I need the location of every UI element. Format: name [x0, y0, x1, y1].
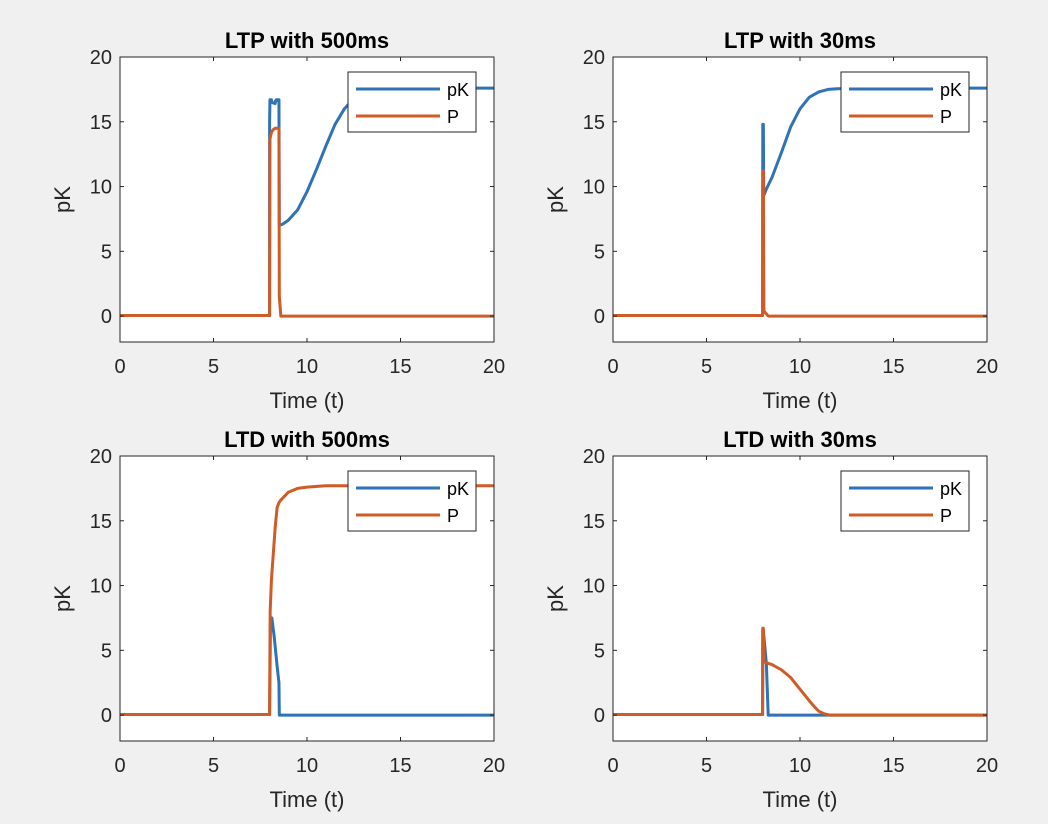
series-line-P: [120, 126, 494, 318]
x-axis-label: Time (t): [270, 388, 345, 413]
legend-label-pK: pK: [447, 479, 469, 499]
y-tick-label: 5: [101, 640, 112, 662]
chart-title: LTP with 30ms: [724, 28, 876, 53]
legend-label-P: P: [447, 107, 459, 127]
y-tick-label: 20: [583, 446, 605, 468]
series-line-P: [613, 626, 987, 717]
x-tick-label: 15: [389, 755, 411, 777]
x-tick-label: 10: [296, 356, 318, 378]
y-axis-label: pK: [50, 585, 75, 612]
y-tick-label: 20: [583, 47, 605, 69]
legend-box: [840, 470, 970, 532]
y-tick-label: 10: [583, 576, 605, 598]
legend-box: [840, 71, 970, 133]
chart-title: LTP with 500ms: [225, 28, 389, 53]
y-tick-label: 20: [90, 446, 112, 468]
legend: pK P: [840, 71, 970, 133]
x-tick-label: 5: [701, 755, 712, 777]
legend-label-P: P: [447, 506, 459, 526]
x-tick-label: 5: [208, 755, 219, 777]
subplot-3: 0 5 10 15 20 0 5 10 15 20 LTD with 500ms Time (t) pK…: [50, 427, 505, 812]
x-tick-label: 10: [296, 755, 318, 777]
x-tick-label: 15: [882, 755, 904, 777]
x-axis-label: Time (t): [763, 787, 838, 812]
legend-label-pK: pK: [940, 479, 962, 499]
subplot-1: 0 5 10 15 20 0 5 10 15 20 LTP with 500ms Time (t) pK…: [50, 28, 505, 413]
y-tick-label: 15: [583, 511, 605, 533]
series-line-P: [613, 169, 987, 318]
x-tick-label: 20: [483, 755, 505, 777]
x-tick-label: 5: [701, 356, 712, 378]
y-tick-label: 0: [101, 306, 112, 328]
legend: pK P: [840, 470, 970, 532]
y-tick-label: 0: [101, 705, 112, 727]
legend-label-pK: pK: [447, 80, 469, 100]
y-axis-label: pK: [50, 186, 75, 213]
x-tick-label: 15: [389, 356, 411, 378]
y-tick-label: 0: [594, 306, 605, 328]
x-tick-label: 0: [114, 356, 125, 378]
y-tick-label: 10: [90, 177, 112, 199]
y-tick-label: 10: [90, 576, 112, 598]
x-tick-label: 0: [607, 755, 618, 777]
y-tick-label: 10: [583, 177, 605, 199]
x-tick-label: 0: [607, 356, 618, 378]
y-tick-label: 0: [594, 705, 605, 727]
y-tick-label: 20: [90, 47, 112, 69]
x-axis-label: Time (t): [270, 787, 345, 812]
x-tick-label: 5: [208, 356, 219, 378]
legend: pK P: [347, 71, 477, 133]
y-tick-label: 15: [90, 112, 112, 134]
y-axis-label: pK: [543, 186, 568, 213]
y-tick-label: 5: [594, 640, 605, 662]
x-tick-label: 20: [483, 356, 505, 378]
chart-title: LTD with 30ms: [723, 427, 877, 452]
y-axis-label: pK: [543, 585, 568, 612]
legend-label-pK: pK: [940, 80, 962, 100]
chart-title: LTD with 500ms: [224, 427, 390, 452]
x-tick-label: 10: [789, 755, 811, 777]
legend-label-P: P: [940, 506, 952, 526]
y-tick-label: 5: [594, 241, 605, 263]
y-tick-label: 15: [583, 112, 605, 134]
legend: pK P: [347, 470, 477, 532]
x-tick-label: 20: [976, 356, 998, 378]
legend-label-P: P: [940, 107, 952, 127]
x-tick-label: 0: [114, 755, 125, 777]
x-axis-label: Time (t): [763, 388, 838, 413]
y-tick-label: 15: [90, 511, 112, 533]
x-tick-label: 10: [789, 356, 811, 378]
series-line-P: [120, 484, 494, 716]
x-tick-label: 20: [976, 755, 998, 777]
legend-box: [347, 71, 477, 133]
y-tick-label: 5: [101, 241, 112, 263]
legend-box: [347, 470, 477, 532]
x-tick-label: 15: [882, 356, 904, 378]
